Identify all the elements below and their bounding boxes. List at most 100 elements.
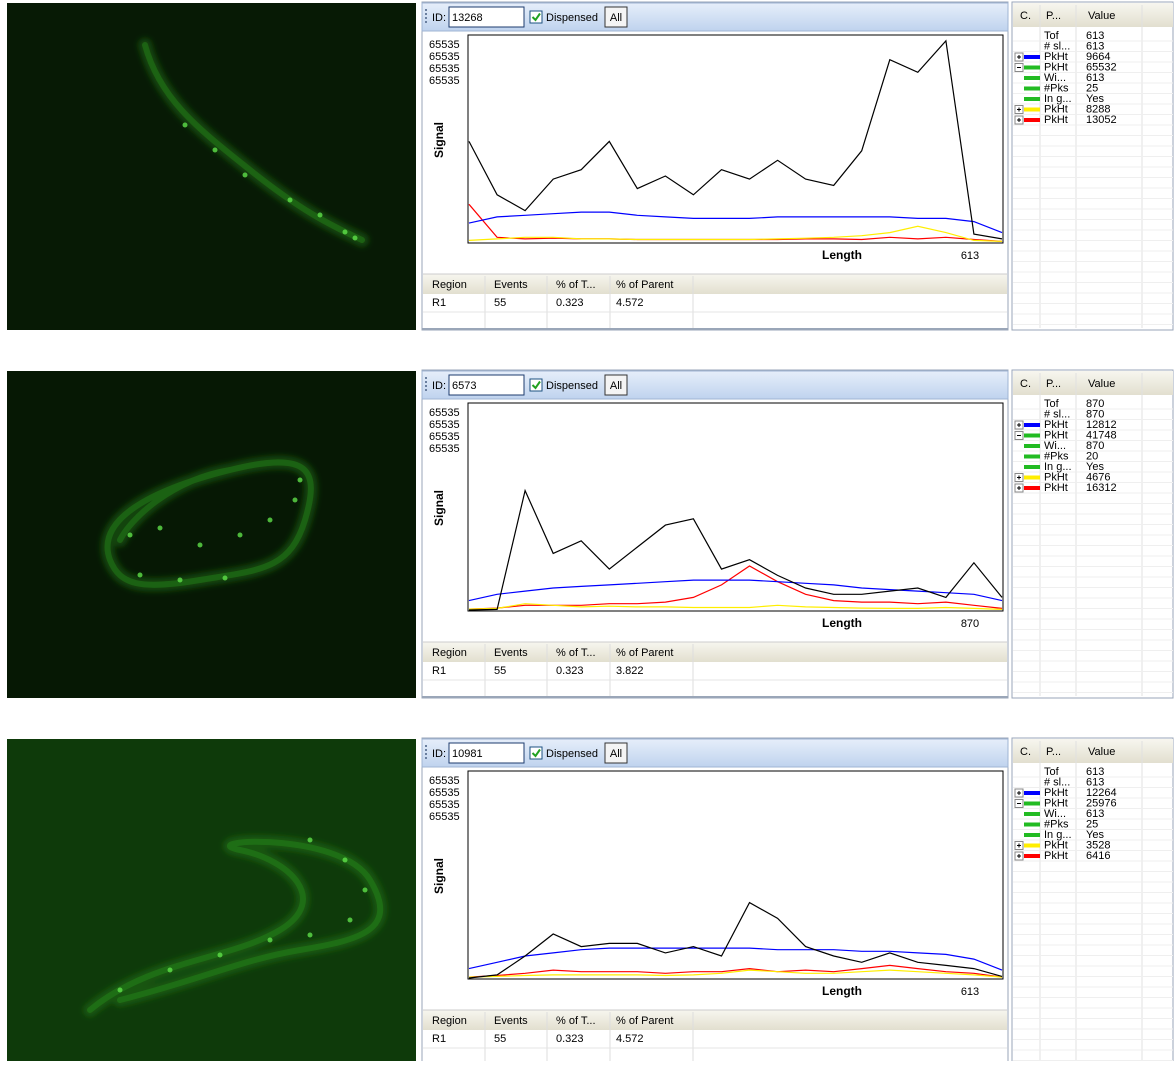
x-axis-label: Length [822,248,862,262]
param-value: 25 [1086,818,1098,830]
id-input[interactable] [448,374,525,396]
region-table-header-cell: % of T... [556,1015,596,1027]
param-value: 12264 [1086,787,1117,799]
color-swatch [1024,486,1040,490]
region-table-header-cell: Events [494,647,528,659]
specimen-spot [212,147,218,153]
specimen-spot [267,517,273,523]
dispensed-checkbox[interactable] [529,10,543,24]
specimen-spot [222,575,228,581]
x-max-label: 613 [961,986,979,998]
color-swatch [1024,107,1040,112]
all-button[interactable] [604,6,628,28]
toolbar-grip [425,377,427,379]
region-table-cell: 0.323 [556,297,584,309]
toolbar-grip [425,745,427,747]
panel: ID: 13268 Dispensed All65535655356553565535… [7,1,1174,331]
param-name: # sl... [1044,776,1070,788]
y-axis-label: Signal [432,858,446,894]
param-name: PkHt [1044,787,1068,799]
region-table-cell: 55 [494,665,506,677]
color-swatch [1024,444,1040,448]
specimen-spot [352,235,358,241]
id-label: ID: [432,12,446,24]
all-button[interactable] [604,742,628,764]
color-swatch [1024,854,1040,858]
param-value: 16312 [1086,482,1117,494]
param-name: Wi... [1044,440,1066,452]
color-swatch [1024,433,1040,438]
region-table-header-cell: Events [494,279,528,291]
param-value: 65532 [1086,61,1117,73]
channel-max-label: 65535 [429,63,460,75]
param-name: PkHt [1044,51,1068,63]
dispensed-checkbox[interactable] [529,746,543,760]
signal-trace [468,964,1003,978]
param-value: Yes [1086,93,1104,105]
region-table-cell: 3.822 [616,665,644,677]
signal-trace [468,969,1003,978]
specimen-spot [137,572,143,578]
x-axis-label: Length [822,616,862,630]
param-table-header-cell: Value [1088,746,1115,758]
id-value: 10981 [452,748,483,760]
color-swatch [1024,76,1040,80]
channel-max-label: 65535 [429,787,460,799]
y-axis-label: Signal [432,122,446,158]
param-name: PkHt [1044,114,1068,126]
microscope-image [7,3,416,330]
signal-trace [468,603,1003,610]
param-value: 613 [1086,766,1104,778]
id-value: 6573 [452,380,476,392]
dispensed-label: Dispensed [546,380,598,392]
param-value: 870 [1086,398,1104,410]
signal-trace [468,488,1003,611]
dispensed-label: Dispensed [546,12,598,24]
specimen-spot [177,577,183,583]
param-name: PkHt [1044,103,1068,115]
param-value: 3528 [1086,839,1110,851]
param-value: 25976 [1086,797,1117,809]
dispensed-checkbox[interactable] [529,378,543,392]
param-value: 613 [1086,808,1104,820]
param-name: Tof [1044,398,1060,410]
param-name: #Pks [1044,82,1069,94]
signal-trace [468,901,1003,979]
channel-max-label: 65535 [429,419,460,431]
param-name: PkHt [1044,482,1068,494]
panel: ID: 10981 Dispensed All65535655356553565535… [7,737,1174,1066]
specimen-spot [217,952,223,958]
param-value: 870 [1086,440,1104,452]
x-max-label: 870 [961,618,979,630]
specimen-spot [307,837,313,843]
region-table-header [423,642,1007,662]
param-name: PkHt [1044,61,1068,73]
color-swatch [1024,55,1040,59]
region-table-header-cell: Region [432,279,467,291]
color-swatch [1024,833,1040,837]
channel-max-label: 65535 [429,443,460,455]
param-name: PkHt [1044,797,1068,809]
param-name: In g... [1044,829,1072,841]
specimen-spot [167,967,173,973]
region-table-cell: 55 [494,1033,506,1045]
specimen-spot [237,532,243,538]
region-table-cell: R1 [432,665,446,677]
id-input[interactable] [448,6,525,28]
specimen-spot [347,917,353,923]
specimen-spot [242,172,248,178]
region-table-cell: R1 [432,297,446,309]
toolbar-grip [425,381,427,383]
param-table-header-cell: C. [1020,746,1031,758]
specimen-spot [307,932,313,938]
all-button[interactable] [604,374,628,396]
id-input[interactable] [448,742,525,764]
microscope-image [7,739,416,1066]
color-swatch [1024,118,1040,122]
channel-max-label: 65535 [429,811,460,823]
region-table-header [423,1010,1007,1030]
param-value: 41748 [1086,429,1117,441]
region-table-header-cell: Events [494,1015,528,1027]
toolbar-grip [425,757,427,759]
specimen-spot [287,197,293,203]
